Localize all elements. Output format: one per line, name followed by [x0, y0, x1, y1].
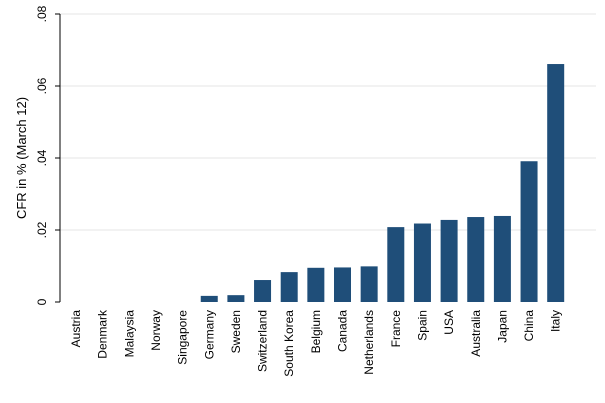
- bar-spain: [413, 223, 431, 302]
- bar-france: [387, 227, 405, 302]
- x-category-label: Austria: [69, 310, 83, 348]
- x-axis-labels: Austria Denmark Malaysia Norway Singapore Ger…: [69, 309, 563, 377]
- bar-canada: [334, 267, 351, 302]
- x-category-label: Australia: [469, 310, 483, 357]
- x-category-label: Spain: [415, 310, 429, 341]
- bar-usa: [440, 219, 458, 302]
- y-axis-ticks: 0 .02 .04 .06 .08: [35, 5, 60, 305]
- x-category-label: Malaysia: [122, 310, 136, 358]
- bar-belgium: [307, 267, 325, 302]
- y-tick-label: .02: [35, 221, 49, 238]
- y-tick-label: .04: [35, 149, 49, 166]
- x-category-label: Switzerland: [256, 310, 270, 372]
- bars: [200, 64, 565, 302]
- bar-australia: [467, 217, 485, 302]
- grid-lines: [60, 13, 596, 231]
- bar-italy: [547, 64, 565, 302]
- bar-netherlands: [360, 266, 378, 302]
- y-axis-title: CFR in % (March 12): [14, 97, 29, 219]
- bar-germany: [200, 295, 218, 302]
- bar-switzerland: [254, 280, 272, 302]
- bar-japan: [493, 215, 511, 302]
- x-category-label: Sweden: [229, 310, 243, 353]
- bar-sweden: [227, 295, 245, 302]
- y-tick-label: .06: [35, 77, 49, 94]
- y-tick-label: 0: [35, 298, 49, 305]
- x-category-label: Italy: [549, 310, 563, 332]
- bar-china: [520, 161, 538, 302]
- x-category-label: Canada: [336, 310, 350, 352]
- x-category-label: South Korea: [282, 310, 296, 377]
- x-category-label: Denmark: [96, 309, 110, 359]
- bar-south-korea: [280, 272, 298, 302]
- x-category-label: Netherlands: [362, 310, 376, 375]
- x-category-label: Norway: [149, 310, 163, 351]
- x-category-label: Singapore: [176, 310, 190, 365]
- y-tick-label: .08: [35, 5, 49, 22]
- x-category-label: France: [389, 310, 403, 348]
- x-category-label: USA: [442, 310, 456, 335]
- x-category-label: Belgium: [309, 310, 323, 353]
- x-category-label: China: [522, 310, 536, 342]
- x-category-label: Japan: [495, 310, 509, 343]
- x-category-label: Germany: [202, 310, 216, 359]
